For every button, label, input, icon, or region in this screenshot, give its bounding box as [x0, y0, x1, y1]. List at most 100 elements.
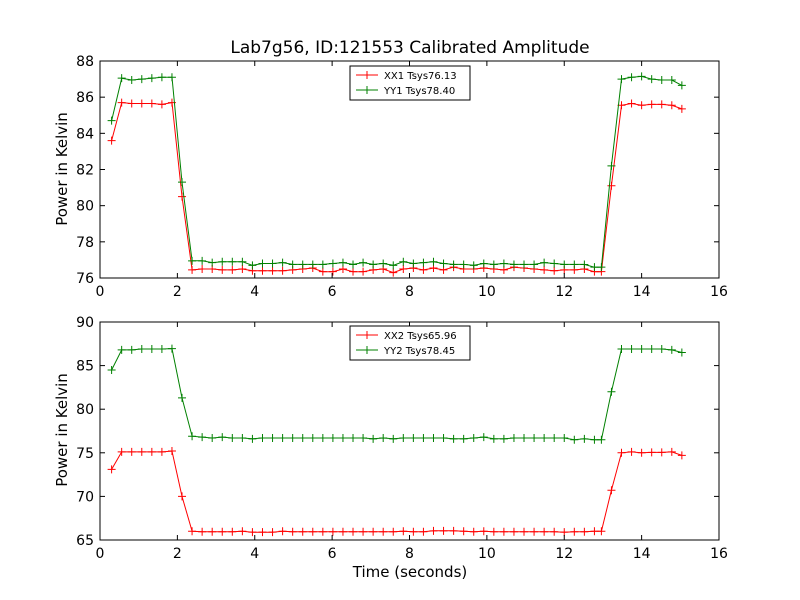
data-point [258, 266, 267, 275]
data-point [499, 527, 508, 536]
legend: XX2 Tsys65.96 YY2 Tsys78.45 [349, 325, 471, 361]
data-point [580, 527, 589, 536]
data-point [137, 447, 146, 456]
data-point [127, 447, 136, 456]
data-point [560, 260, 569, 269]
data-point [429, 257, 438, 266]
data-point [590, 527, 599, 536]
x-tick-label: 8 [405, 284, 414, 300]
data-point [429, 526, 438, 535]
legend-marker [363, 86, 371, 94]
data-point [147, 345, 156, 354]
data-point [338, 433, 347, 442]
data-point [137, 99, 146, 108]
x-axis-label: Time (seconds) [352, 563, 468, 581]
data-point [617, 345, 626, 354]
data-point [107, 116, 116, 125]
y-axis-label: Power in Kelvin [53, 373, 71, 487]
data-point [449, 434, 458, 443]
data-point [509, 260, 518, 269]
data-point [607, 161, 616, 170]
data-point [399, 257, 408, 266]
x-tick-label: 12 [555, 284, 573, 300]
data-point [298, 527, 307, 536]
data-point [499, 259, 508, 268]
data-point [627, 73, 636, 82]
plot-area: 0 2 4 6 8 10 12 14 16 65 70 75 80 85 90 XX2 Tsys65.96 YY… [76, 315, 728, 562]
data-point [520, 260, 529, 269]
legend-label: YY1 Tsys78.40 [383, 86, 455, 97]
data-point [399, 264, 408, 273]
data-point [117, 98, 126, 107]
data-point [469, 433, 478, 442]
data-point [570, 260, 579, 269]
data-point [349, 527, 358, 536]
data-point [107, 136, 116, 145]
data-point [540, 527, 549, 536]
data-point [369, 434, 378, 443]
data-point [167, 447, 176, 456]
y-tick-label: 88 [76, 54, 94, 70]
data-point [198, 433, 207, 442]
data-point [238, 527, 247, 536]
legend-marker [363, 331, 371, 339]
y-tick-label: 80 [76, 402, 94, 418]
data-point [127, 345, 136, 354]
data-point [459, 260, 468, 269]
data-point [338, 527, 347, 536]
data-point [580, 260, 589, 269]
data-point [637, 345, 646, 354]
data-point [198, 264, 207, 273]
data-point [167, 344, 176, 353]
data-point [137, 345, 146, 354]
data-point [419, 265, 428, 274]
data-point [268, 266, 277, 275]
data-point [147, 74, 156, 83]
data-point [258, 259, 267, 268]
data-point [228, 265, 237, 274]
data-point [489, 527, 498, 536]
data-point [248, 261, 257, 270]
data-point [627, 345, 636, 354]
data-point [258, 528, 267, 537]
data-point [359, 267, 368, 276]
chart-title: Lab7g56, ID:121553 Calibrated Amplitude [230, 38, 589, 58]
data-point [560, 433, 569, 442]
data-point [607, 486, 616, 495]
x-tick-label: 0 [96, 284, 105, 300]
data-point [178, 178, 187, 187]
data-point [627, 99, 636, 108]
data-point [597, 527, 606, 536]
data-point [228, 257, 237, 266]
data-point [677, 451, 686, 460]
data-point [318, 267, 327, 276]
data-point [647, 100, 656, 109]
data-point [338, 258, 347, 267]
data-point [657, 448, 666, 457]
data-point [479, 259, 488, 268]
data-point [218, 257, 227, 266]
data-point [509, 527, 518, 536]
data-point [379, 433, 388, 442]
data-point [409, 433, 418, 442]
data-point [637, 448, 646, 457]
data-point [657, 100, 666, 109]
data-point [560, 528, 569, 537]
x-tick-label: 16 [710, 284, 728, 300]
data-point [677, 104, 686, 113]
data-point [409, 527, 418, 536]
y-tick-label: 70 [76, 489, 94, 505]
data-point [107, 365, 116, 374]
data-point [359, 258, 368, 267]
legend-box [349, 325, 471, 361]
data-point [127, 75, 136, 84]
data-point [399, 433, 408, 442]
data-point [318, 527, 327, 536]
y-tick-label: 82 [76, 163, 94, 179]
data-point [238, 257, 247, 266]
data-point [308, 433, 317, 442]
plot-area: 0 2 4 6 8 10 12 14 16 76 78 80 82 84 86 88 XX1 Tsys76.13… [76, 54, 728, 300]
data-point [399, 527, 408, 536]
data-point [570, 527, 579, 536]
data-point [167, 73, 176, 82]
